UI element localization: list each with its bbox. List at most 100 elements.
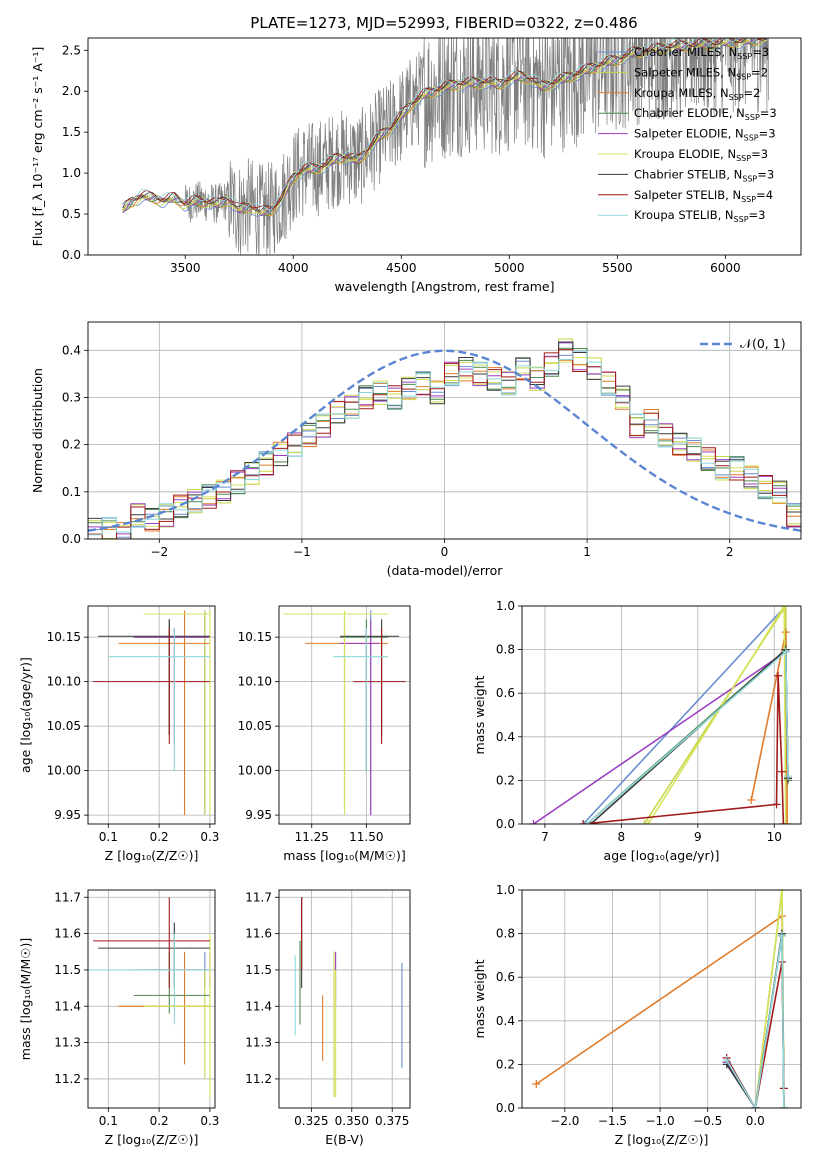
x-tick-label: 2 <box>726 545 734 559</box>
spectrum-model-line <box>122 38 768 216</box>
weight-line <box>582 606 788 824</box>
spectrum-model-line <box>122 38 764 210</box>
y-tick-label: 0.0 <box>496 1101 515 1115</box>
y-tick-label: 11.7 <box>54 890 81 904</box>
histogram-step <box>88 341 801 539</box>
spectrum-legend: Chabrier MILES, NSSP=3 Salpeter MILES, NS… <box>598 45 777 224</box>
y-tick-label: 0.8 <box>496 643 515 657</box>
legend-entry: Kroupa ELODIE, NSSP=3 <box>634 147 768 163</box>
x-tick-label: 11.50 <box>349 830 383 844</box>
y-tick-label: 10.15 <box>238 630 272 644</box>
x-axis-label: (data-model)/error <box>387 563 504 578</box>
spectrum-model-line <box>122 38 768 212</box>
weight-marker <box>644 820 653 824</box>
age_vs_mass-plot-area <box>283 610 406 816</box>
mass_vs_EBV-panel: 0.325 0.350 0.375 11.2 11.3 11.4 11.5 11.6 11.7 E… <box>245 889 411 1147</box>
weight-marker <box>529 820 538 824</box>
weight-line <box>647 606 787 824</box>
figure-title: PLATE=1273, MJD=52993, FIBERID=0322, z=0… <box>250 14 637 32</box>
weight-line <box>586 650 789 824</box>
x-tick-label: 1 <box>583 545 591 559</box>
y-tick-label: 10.10 <box>238 675 272 689</box>
weight-marker <box>781 647 790 656</box>
y-tick-label: 10.05 <box>47 719 81 733</box>
x-tick-label: −1.5 <box>598 1114 627 1128</box>
weight-marker <box>579 820 588 824</box>
axes-frame <box>87 889 216 1109</box>
y-tick-label: 1.0 <box>496 883 515 897</box>
x-tick-label: 0.0 <box>746 1114 765 1128</box>
axes-frame <box>87 321 802 540</box>
spectrum-model-line <box>122 38 768 217</box>
x-axis-label: mass [log₁₀(M/M☉)] <box>283 848 405 863</box>
weight-marker <box>781 606 790 610</box>
x-tick-label: 9 <box>694 830 702 844</box>
weight-marker <box>783 820 792 824</box>
weight-marker <box>779 1104 788 1108</box>
y-tick-label: 11.2 <box>54 1072 81 1086</box>
y-tick-label: 0.4 <box>496 730 515 744</box>
histogram-step <box>88 349 801 539</box>
y-tick-label: 0.3 <box>62 390 81 404</box>
y-tick-label: 1.0 <box>62 166 81 180</box>
weight-marker <box>582 820 591 824</box>
x-tick-label: 8 <box>618 830 626 844</box>
legend-entry: Chabrier ELODIE, NSSP=3 <box>634 106 777 122</box>
mass_vs_Z-panel: 0.1 0.2 0.3 11.2 11.3 11.4 11.5 11.6 11.7 Z [log₁… <box>18 889 219 1147</box>
y-tick-label: 0.4 <box>496 1014 515 1028</box>
weight-marker <box>772 800 781 809</box>
y-tick-label: 1.5 <box>62 125 81 139</box>
x-tick-label: 0.1 <box>99 830 118 844</box>
axes-frame <box>278 605 411 825</box>
weight-marker <box>781 628 790 637</box>
y-tick-label: 11.6 <box>54 927 81 941</box>
legend-entry: Kroupa MILES, NSSP=2 <box>634 86 760 102</box>
x-tick-label: −2.0 <box>550 1114 579 1128</box>
y-tick-label: 0.8 <box>496 927 515 941</box>
x-axis-label: wavelength [Angstrom, rest frame] <box>334 279 554 294</box>
x-tick-label: 0 <box>441 545 449 559</box>
x-tick-label: 0.2 <box>150 1114 169 1128</box>
y-tick-label: 1.0 <box>496 599 515 613</box>
spectrum-model-line <box>122 38 765 217</box>
x-tick-label: 5500 <box>602 261 633 275</box>
x-tick-label: 0.3 <box>200 830 219 844</box>
y-axis-label: age [log₁₀(age/yr)] <box>18 657 33 773</box>
x-tick-label: 11.25 <box>295 830 329 844</box>
y-tick-label: 11.4 <box>54 999 81 1013</box>
legend-entry: 𝒩(0, 1) <box>740 336 786 351</box>
x-axis-label: Z [log₁₀(Z/Z☉)] <box>105 848 199 863</box>
x-tick-label: 7 <box>541 830 549 844</box>
weight-line <box>726 935 785 1108</box>
weight-marker <box>751 1104 760 1108</box>
histogram-step <box>88 350 801 536</box>
mass_vs_EBV-plot-area <box>294 897 403 1098</box>
weight-marker <box>532 1080 541 1089</box>
x-tick-label: 0.350 <box>335 1114 369 1128</box>
y-tick-label: 10.15 <box>47 630 81 644</box>
weight-marker <box>777 890 786 894</box>
age_vs_mass-panel: 11.25 11.50 9.95 10.00 10.05 10.10 10.15 mass [… <box>238 605 411 863</box>
x-tick-label: −1 <box>293 545 311 559</box>
spectrum-model-line <box>122 38 759 211</box>
y-tick-label: 0.6 <box>496 970 515 984</box>
mass_vs_Z-plot-area <box>88 897 211 1098</box>
axes-frame <box>87 37 802 256</box>
residuals-panel: −2 −1 0 1 2 0.0 0.1 0.2 0.3 0.4 (data-model)/error… <box>30 321 802 578</box>
weight-marker <box>640 820 649 824</box>
weight-marker <box>780 606 789 610</box>
x-axis-label: Z [log₁₀(Z/Z☉)] <box>105 1132 199 1147</box>
x-tick-label: 4000 <box>278 261 309 275</box>
mass_weight_vs_Z-panel: −2.0 −1.5 −1.0 −0.5 0.0 0.0 0.2 0.4 0.6 0.8 1.0 Z [… <box>472 883 802 1147</box>
y-axis-label: mass [log₁₀(M/M☉)] <box>18 938 33 1060</box>
age_vs_Z-panel: 0.1 0.2 0.3 9.95 10.00 10.05 10.10 10.15 Z [log₁… <box>18 605 219 863</box>
residuals-plot-area <box>88 338 801 539</box>
x-tick-label: −1.0 <box>646 1114 675 1128</box>
legend-entry: Chabrier STELIB, NSSP=3 <box>634 167 774 183</box>
y-tick-label: 11.3 <box>54 1036 81 1050</box>
x-tick-label: 3500 <box>170 261 201 275</box>
y-tick-label: 10.10 <box>47 675 81 689</box>
y-tick-label: 0.6 <box>496 686 515 700</box>
y-tick-label: 9.95 <box>245 808 272 822</box>
